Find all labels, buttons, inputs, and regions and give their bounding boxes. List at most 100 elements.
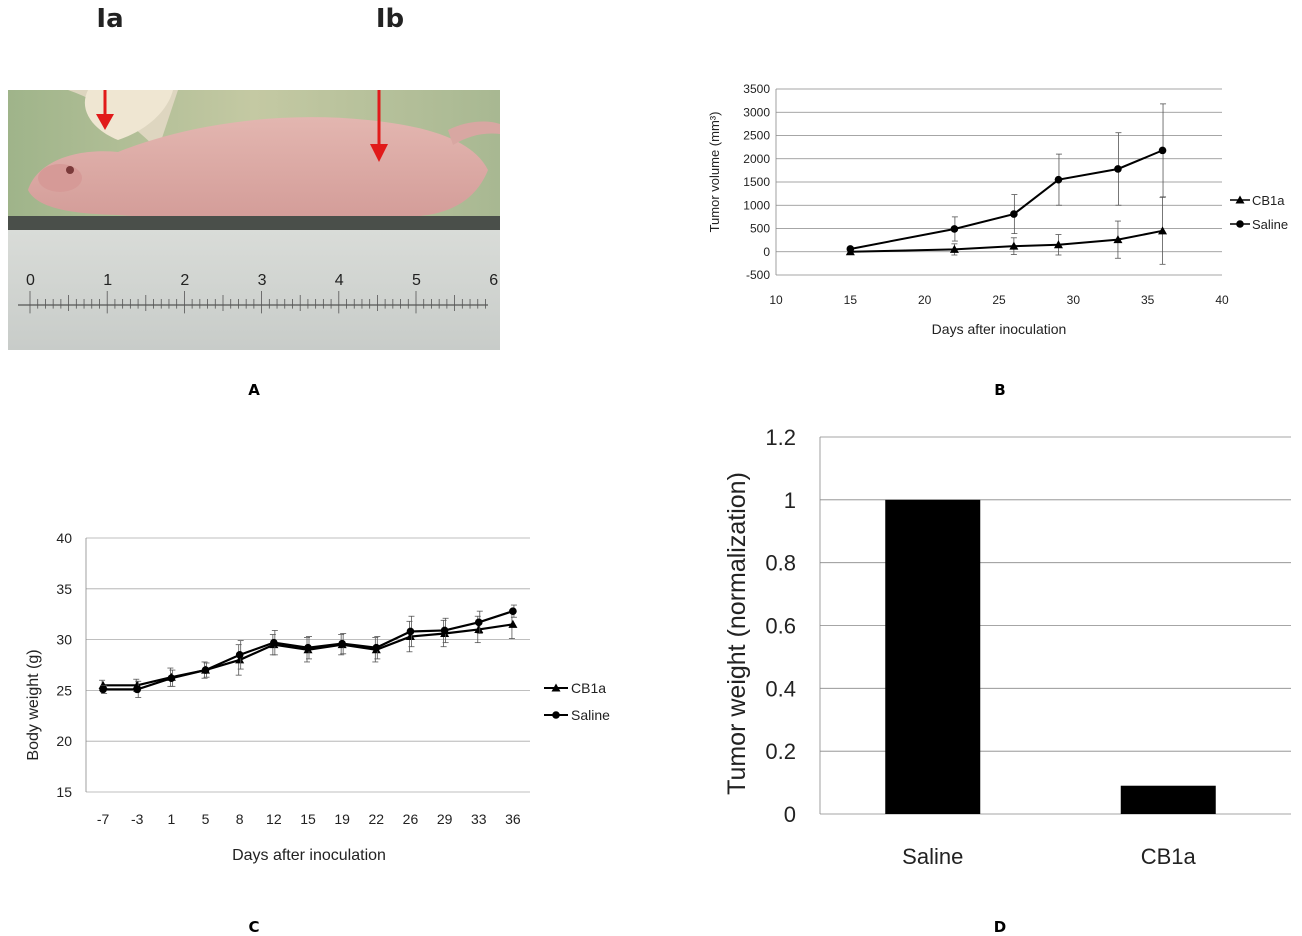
bar-cb1a xyxy=(1120,785,1216,814)
y-tick-label: 1.2 xyxy=(765,425,796,450)
x-tick-label: 22 xyxy=(369,811,385,827)
x-tick-label: 8 xyxy=(236,811,244,827)
ruler-number: 0 xyxy=(26,272,35,289)
y-tick-label: 0.4 xyxy=(765,676,796,701)
x-tick-label: 29 xyxy=(437,811,453,827)
y-tick-label: -500 xyxy=(746,268,770,282)
data-point-saline xyxy=(509,607,517,615)
data-point-cb1a xyxy=(1158,226,1168,235)
data-point-cb1a xyxy=(949,244,959,253)
data-point-saline xyxy=(1158,146,1167,155)
data-point-saline xyxy=(99,685,107,694)
data-point-saline xyxy=(270,638,278,647)
ruler-number: 4 xyxy=(335,272,344,289)
y-tick-label: 500 xyxy=(750,222,770,236)
y-tick-label: 35 xyxy=(56,581,72,597)
data-point-cb1a xyxy=(1009,241,1019,250)
data-point-cb1a xyxy=(235,655,245,664)
legend-marker-saline xyxy=(552,711,560,719)
x-tick-label: -7 xyxy=(97,811,110,827)
panel-label-a: A xyxy=(248,381,260,399)
mouse-photo-illustration: 0 1 2 3 4 5 6 xyxy=(8,90,500,350)
x-tick-label: 19 xyxy=(334,811,350,827)
y-tick-label: 0.2 xyxy=(765,739,796,764)
ruler-number: 3 xyxy=(258,272,267,289)
data-point-saline xyxy=(304,643,312,652)
x-tick-label: 10 xyxy=(769,293,783,307)
legend-label-saline: Saline xyxy=(1252,217,1288,232)
x-tick-label: 33 xyxy=(471,811,487,827)
y-tick-label: 2500 xyxy=(743,129,770,143)
x-tick-label: 35 xyxy=(1141,293,1155,307)
ruler-number: 2 xyxy=(180,272,189,289)
data-point-cb1a xyxy=(508,619,518,628)
data-point-saline xyxy=(406,627,415,636)
marker-ia-label: Ia xyxy=(96,4,124,34)
data-point-saline xyxy=(338,639,346,648)
y-tick-label: 0.6 xyxy=(765,614,796,639)
y-tick-label: 40 xyxy=(56,530,72,546)
y-tick-label: 25 xyxy=(56,682,72,698)
ruler-number: 6 xyxy=(489,272,498,289)
series-line-cb1a xyxy=(850,229,1163,253)
marker-ib-label: Ib xyxy=(375,4,405,34)
x-tick-label: 20 xyxy=(918,293,932,307)
y-tick-label: 30 xyxy=(56,632,72,648)
data-point-saline xyxy=(950,225,959,233)
x-tick-label: 15 xyxy=(300,811,316,827)
chart-b-tumor-volume: -500 0 500 1000 1500 2000 2500 3000 3500 10 15 20 25… xyxy=(707,82,1288,337)
x-tick-label: 25 xyxy=(992,293,1006,307)
x-tick-label: -3 xyxy=(131,811,144,827)
y-tick-label: 1500 xyxy=(743,175,770,189)
data-point-saline xyxy=(1010,210,1018,218)
y-tick-label: 0 xyxy=(763,245,770,259)
x-tick-label: Saline xyxy=(902,844,963,869)
y-tick-label: 0 xyxy=(784,802,796,827)
data-point-cb1a xyxy=(1113,235,1123,244)
y-axis-title: Tumor weight (normalization) xyxy=(723,472,751,795)
data-point-saline xyxy=(1054,175,1063,184)
data-point-saline xyxy=(474,618,483,627)
data-point-cb1a xyxy=(1053,240,1063,249)
x-tick-label: 36 xyxy=(505,811,521,827)
panel-label-b: B xyxy=(994,381,1006,399)
data-point-cb1a xyxy=(474,624,484,633)
y-axis-title: Body weight (g) xyxy=(25,649,42,760)
legend-marker-cb1a xyxy=(1235,195,1245,204)
y-tick-label: 1000 xyxy=(743,198,770,212)
y-tick-label: 3500 xyxy=(743,82,770,96)
mouse-photo: 0 1 2 3 4 5 6 xyxy=(8,90,500,350)
x-tick-label: 26 xyxy=(403,811,419,827)
chart-d-tumor-weight: 0 0.2 0.4 0.6 0.8 1 1.2 Saline CB1a Tumor weight … xyxy=(723,425,1291,869)
ruler-number: 1 xyxy=(103,272,112,289)
legend-label-cb1a: CB1a xyxy=(1252,193,1285,208)
y-tick-label: 20 xyxy=(56,733,72,749)
x-tick-label: 30 xyxy=(1067,293,1081,307)
data-point-saline xyxy=(133,685,142,694)
data-point-cb1a xyxy=(405,632,415,641)
panel-label-c: C xyxy=(248,918,260,936)
y-axis-title: Tumor volume (mm³) xyxy=(707,112,722,233)
series-line-saline xyxy=(850,149,1163,250)
data-point-saline xyxy=(1114,165,1122,173)
y-tick-label: 3000 xyxy=(743,105,770,119)
x-tick-label: CB1a xyxy=(1141,844,1197,869)
panel-label-d: D xyxy=(993,918,1007,936)
x-tick-label: 5 xyxy=(202,811,210,827)
y-tick-label: 2000 xyxy=(743,152,770,166)
legend-marker-cb1a xyxy=(551,683,561,692)
x-axis-title: Days after inoculation xyxy=(932,321,1067,337)
data-point-saline xyxy=(201,666,210,674)
data-point-saline xyxy=(235,651,244,659)
legend-label-cb1a: CB1a xyxy=(571,680,606,696)
x-tick-label: 40 xyxy=(1215,293,1229,307)
legend-label-saline: Saline xyxy=(571,707,610,723)
y-tick-label: 15 xyxy=(56,784,72,800)
series-line-cb1a xyxy=(103,623,514,687)
y-tick-label: 0.8 xyxy=(765,551,796,576)
ruler-number: 5 xyxy=(412,272,421,289)
x-tick-label: 1 xyxy=(167,811,175,827)
data-point-saline xyxy=(846,245,855,253)
